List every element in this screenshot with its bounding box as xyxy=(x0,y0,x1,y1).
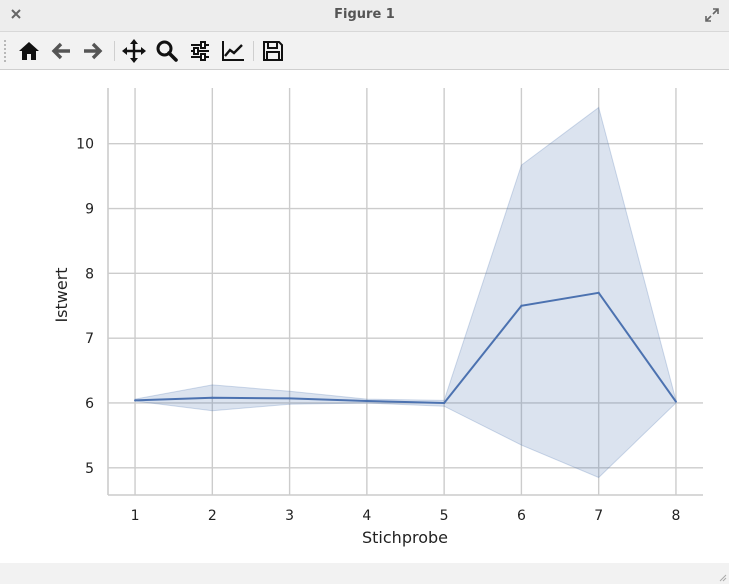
x-axis-label: Stichprobe xyxy=(362,528,448,547)
home-button[interactable] xyxy=(16,38,42,64)
sliders-icon xyxy=(191,41,209,61)
back-button[interactable] xyxy=(48,38,74,64)
x-tick-label: 6 xyxy=(517,508,526,524)
x-tick-label: 5 xyxy=(440,508,449,524)
forward-button[interactable] xyxy=(80,38,106,64)
magnifier-icon xyxy=(156,40,178,62)
maximize-window-button[interactable] xyxy=(705,7,721,23)
edit-axes-button[interactable] xyxy=(220,38,246,64)
arrow-left-icon xyxy=(51,42,70,60)
x-tick-label: 2 xyxy=(208,508,217,524)
status-bar xyxy=(0,563,729,584)
floppy-disk-icon xyxy=(263,41,283,61)
y-tick-label: 7 xyxy=(85,331,94,347)
close-icon xyxy=(11,9,21,19)
window-titlebar: Figure 1 xyxy=(0,0,729,32)
maximize-icon xyxy=(705,8,719,22)
resize-grip-icon[interactable] xyxy=(717,572,727,582)
data-point xyxy=(365,400,368,403)
save-button[interactable] xyxy=(260,38,286,64)
y-tick-label: 10 xyxy=(76,137,94,153)
configure-subplots-button[interactable] xyxy=(187,38,213,64)
arrow-right-icon xyxy=(84,42,103,60)
toolbar-grip[interactable] xyxy=(4,40,9,62)
data-point xyxy=(597,291,600,294)
y-tick-label: 6 xyxy=(85,396,94,412)
data-point xyxy=(134,399,137,402)
series-line xyxy=(135,291,677,404)
pan-button[interactable] xyxy=(121,38,147,64)
data-point xyxy=(520,304,523,307)
series-line-layer xyxy=(134,291,677,404)
move-icon xyxy=(122,39,146,63)
toolbar-separator xyxy=(114,41,115,61)
data-point xyxy=(674,400,677,403)
x-tick-label: 7 xyxy=(594,508,603,524)
confidence-band-layer xyxy=(134,106,677,479)
data-point xyxy=(288,397,291,400)
close-window-button[interactable] xyxy=(8,6,24,22)
x-tick-label: 8 xyxy=(671,508,680,524)
zoom-button[interactable] xyxy=(154,38,180,64)
confidence-band xyxy=(134,106,677,479)
data-point xyxy=(443,401,446,404)
home-icon xyxy=(19,42,39,60)
figure-canvas[interactable]: 1 2 3 4 5 6 7 8 5 6 7 8 9 10 Stichprobe Istwert xyxy=(0,70,729,563)
x-tick-label: 1 xyxy=(131,508,140,524)
window-title: Figure 1 xyxy=(334,7,395,22)
line-chart-icon xyxy=(222,41,244,61)
x-tick-label: 3 xyxy=(285,508,294,524)
axes-layer: 1 2 3 4 5 6 7 8 5 6 7 8 9 10 xyxy=(76,88,703,524)
y-tick-label: 5 xyxy=(85,461,94,477)
line-chart: 1 2 3 4 5 6 7 8 5 6 7 8 9 10 Stichprobe Istwert xyxy=(52,88,703,547)
y-tick-label: 9 xyxy=(85,202,94,218)
y-axis-label: Istwert xyxy=(52,267,71,322)
x-tick-label: 4 xyxy=(362,508,371,524)
navigation-toolbar xyxy=(0,32,729,70)
y-tick-label: 8 xyxy=(85,266,94,282)
toolbar-separator xyxy=(253,41,254,61)
data-point xyxy=(211,396,214,399)
